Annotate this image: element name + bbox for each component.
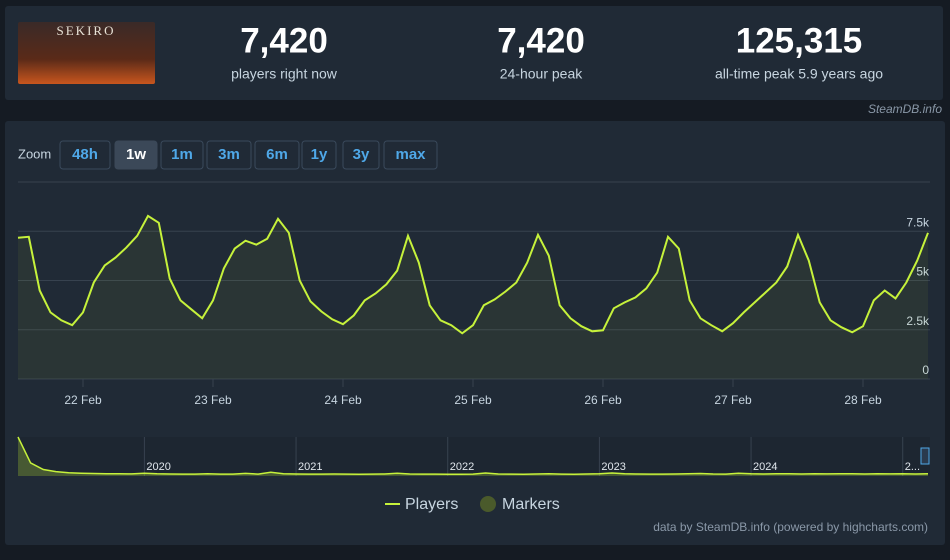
legend-label[interactable]: Markers: [502, 496, 560, 513]
zoom-button[interactable]: [342, 140, 380, 170]
x-tick-label: 27 Feb: [714, 393, 752, 407]
zoom-button-label[interactable]: 1y: [311, 146, 328, 163]
legend-label[interactable]: Players: [405, 496, 458, 513]
navigator-label: 2020: [146, 461, 170, 473]
navigator-label: 2021: [298, 461, 322, 473]
navigator-label: 2023: [601, 461, 625, 473]
legend-swatch: [480, 496, 496, 512]
stats-panel: [5, 6, 943, 100]
zoom-button[interactable]: [160, 140, 204, 170]
navigator-line: [17, 436, 929, 476]
game-image-text: SEKIRO: [57, 23, 116, 38]
navigator-handle[interactable]: [920, 447, 930, 465]
zoom-button-label[interactable]: 1m: [171, 146, 193, 163]
zoom-button-label[interactable]: 1w: [126, 146, 146, 163]
zoom-button-label[interactable]: max: [395, 146, 426, 163]
x-tick-label: 25 Feb: [454, 393, 492, 407]
zoom-label: Zoom: [18, 146, 51, 161]
navigator-label: 2024: [753, 461, 777, 473]
y-tick-label: 5k: [916, 265, 930, 279]
zoom-button[interactable]: [254, 140, 300, 170]
area: [18, 215, 928, 379]
stat-value: 7,420: [497, 21, 585, 60]
stat-label: players right now: [231, 66, 338, 82]
zoom-button[interactable]: [383, 140, 438, 170]
source-label: SteamDB.info: [868, 102, 942, 116]
navigator-bg: [18, 437, 930, 476]
x-tick-label: 24 Feb: [324, 393, 362, 407]
navigator-label: 2022: [450, 461, 474, 473]
x-tick-label: 26 Feb: [584, 393, 622, 407]
game-image: [18, 22, 155, 84]
x-tick-label: 28 Feb: [844, 393, 882, 407]
zoom-button[interactable]: [114, 140, 158, 170]
zoom-button[interactable]: [301, 140, 337, 170]
y-tick-label: 0: [922, 363, 929, 377]
stat-label: 24-hour peak: [500, 66, 584, 82]
x-tick-label: 23 Feb: [194, 393, 232, 407]
zoom-button-label[interactable]: 48h: [72, 146, 98, 163]
stat-label: all-time peak 5.9 years ago: [715, 66, 883, 82]
stat-value: 7,420: [240, 21, 328, 60]
zoom-button-label[interactable]: 3y: [353, 146, 370, 163]
zoom-button[interactable]: [206, 140, 252, 170]
zoom-button[interactable]: [59, 140, 111, 170]
credit: data by SteamDB.info (powered by highcha…: [653, 520, 928, 534]
y-tick-label: 2.5k: [906, 314, 930, 328]
x-tick-label: 22 Feb: [64, 393, 102, 407]
zoom-button-label[interactable]: 3m: [218, 146, 240, 163]
zoom-button-label[interactable]: 6m: [266, 146, 288, 163]
line: [17, 214, 929, 335]
navigator-label: 2...: [905, 461, 920, 473]
stat-value: 125,315: [736, 21, 863, 60]
y-tick-label: 7.5k: [906, 215, 930, 229]
